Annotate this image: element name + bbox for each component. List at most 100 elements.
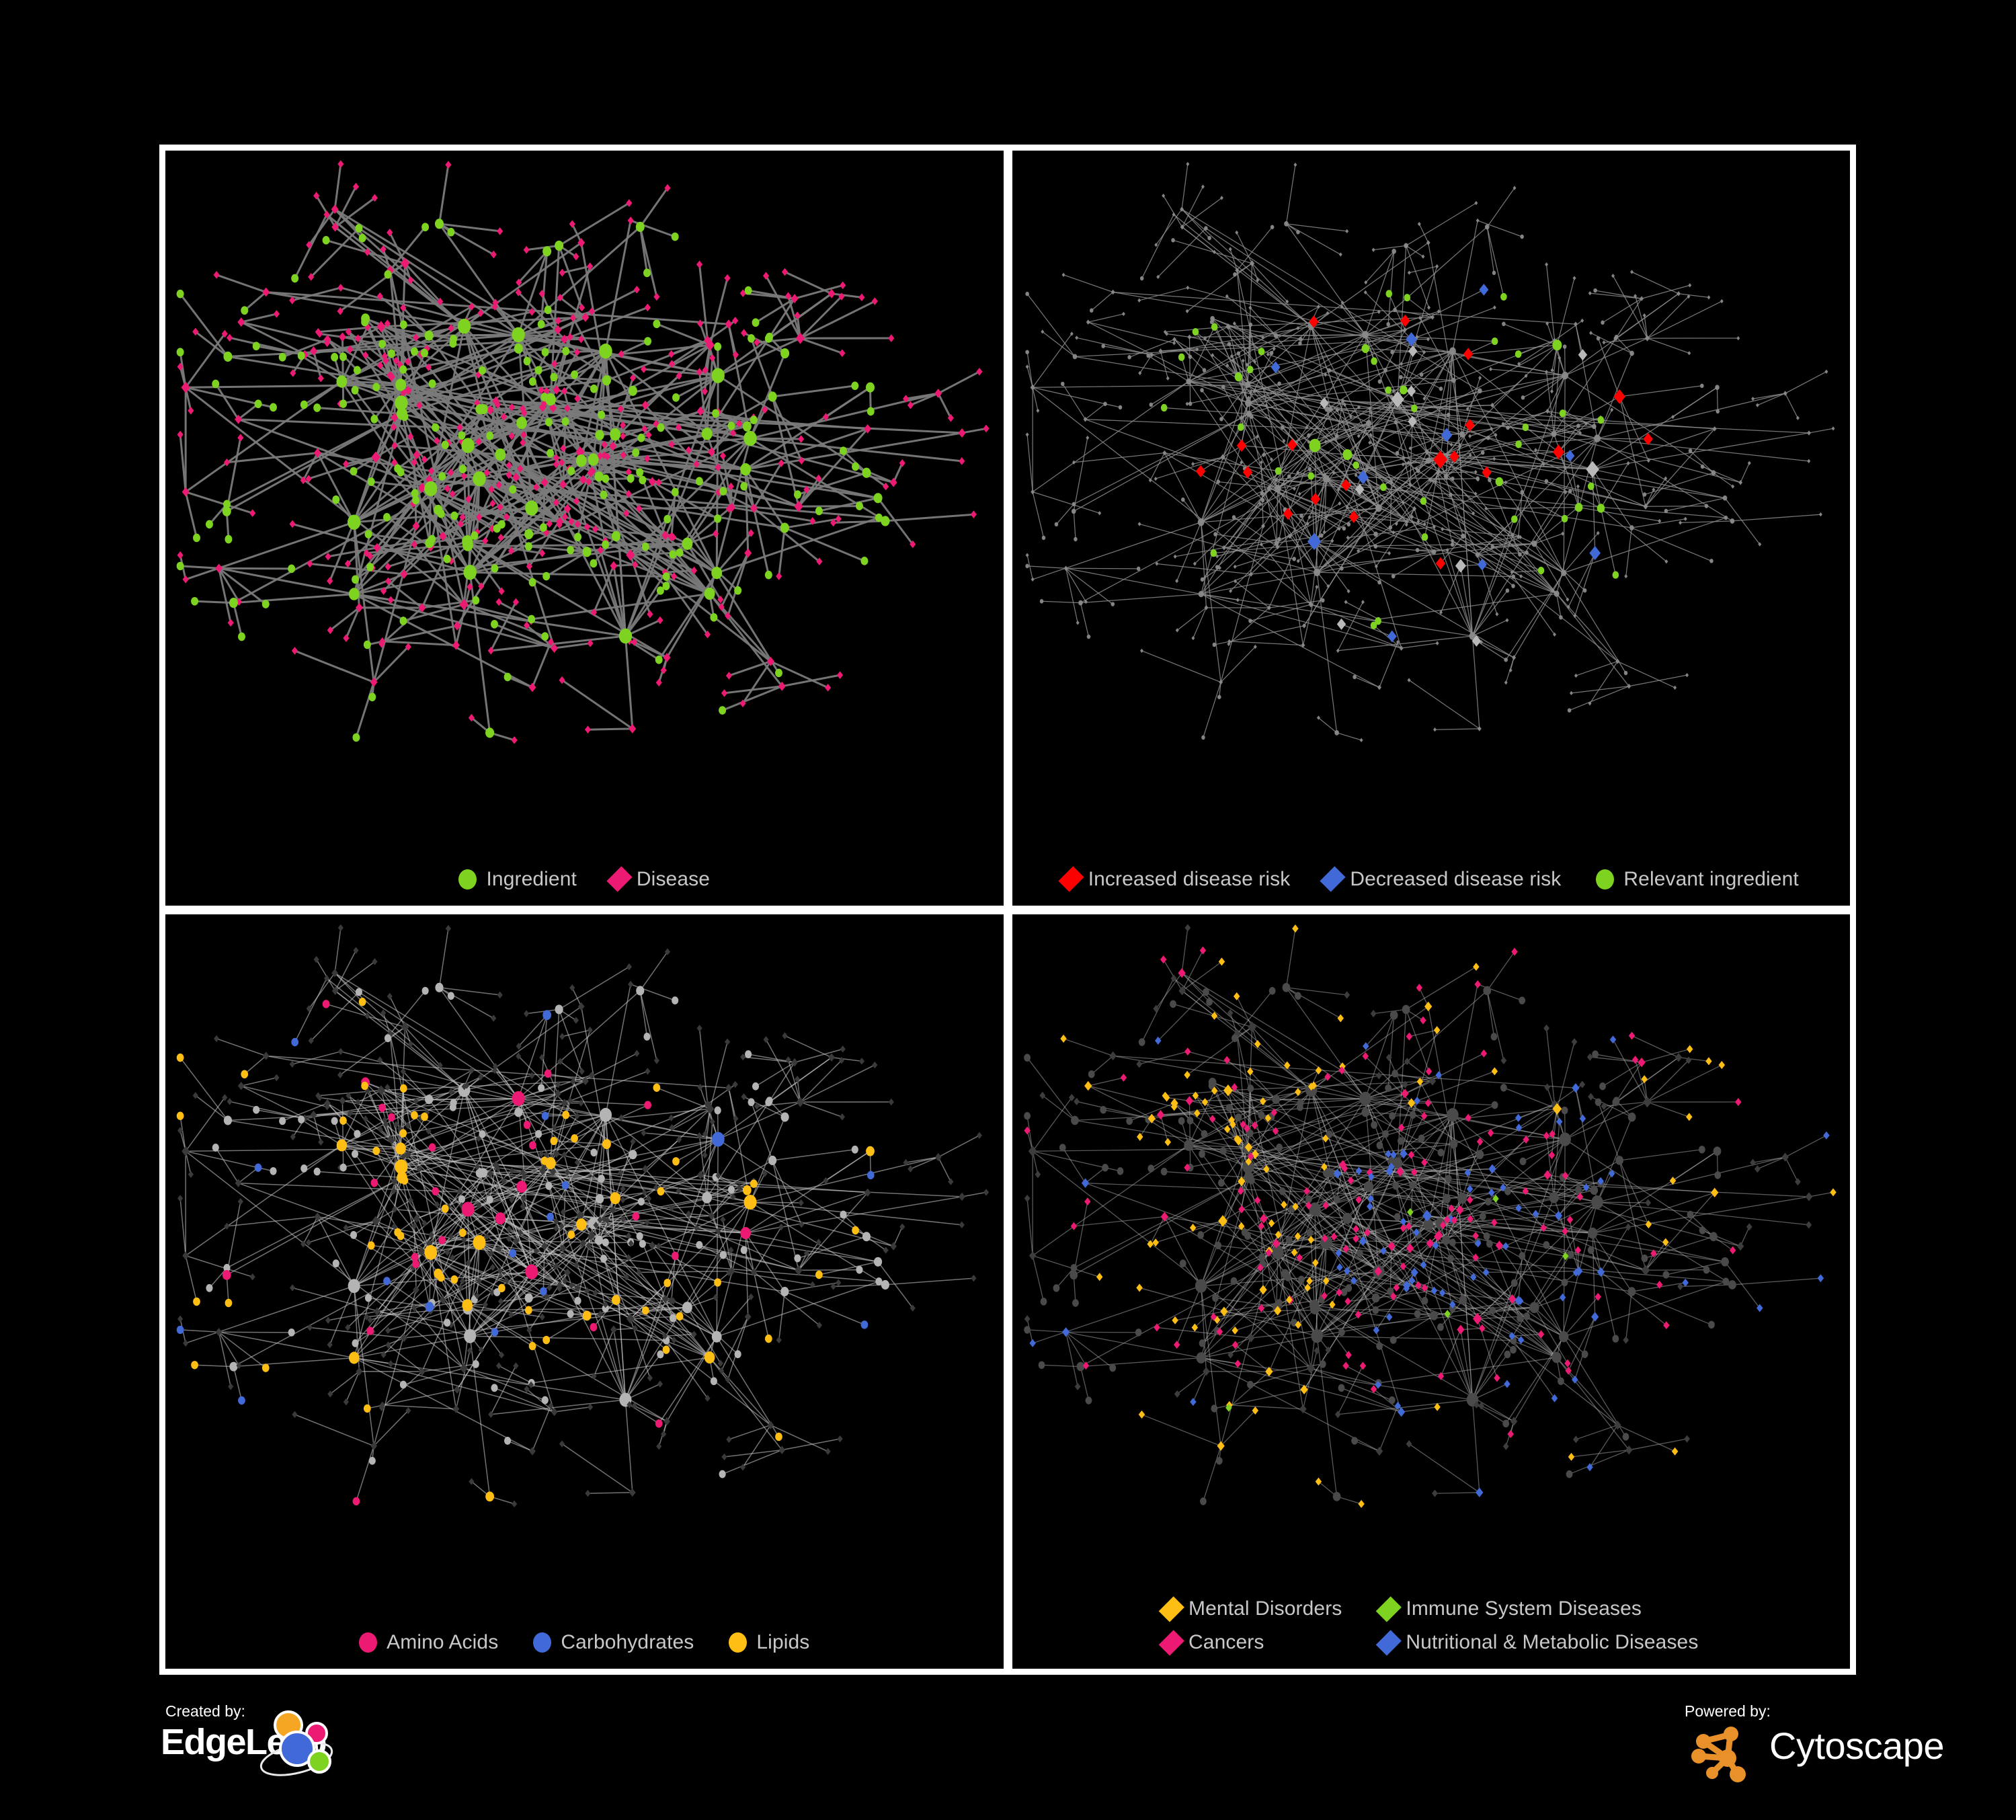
graph-node[interactable]	[1185, 378, 1191, 385]
graph-node[interactable]	[343, 1398, 349, 1405]
graph-node[interactable]	[1259, 1097, 1266, 1105]
graph-node[interactable]	[467, 1347, 473, 1354]
graph-node[interactable]	[393, 356, 399, 365]
graph-node[interactable]	[337, 1071, 344, 1078]
graph-node[interactable]	[825, 683, 832, 692]
graph-node[interactable]	[1437, 469, 1441, 474]
graph-node[interactable]	[1152, 1004, 1159, 1013]
graph-node[interactable]	[1490, 402, 1494, 408]
graph-node[interactable]	[598, 410, 606, 420]
graph-node[interactable]	[1650, 1249, 1657, 1257]
graph-node[interactable]	[1718, 1060, 1725, 1069]
graph-node[interactable]	[544, 1069, 552, 1078]
graph-node[interactable]	[380, 245, 387, 253]
graph-node[interactable]	[506, 471, 512, 479]
graph-node[interactable]	[1297, 491, 1301, 496]
graph-node[interactable]	[1460, 533, 1465, 539]
graph-node[interactable]	[376, 292, 383, 301]
graph-node[interactable]	[581, 312, 590, 322]
graph-node[interactable]	[400, 569, 408, 579]
graph-node[interactable]	[1626, 461, 1630, 466]
graph-node[interactable]	[663, 514, 672, 524]
graph-node[interactable]	[1236, 598, 1240, 602]
graph-node[interactable]	[1629, 525, 1634, 530]
graph-node[interactable]	[1490, 1218, 1497, 1226]
graph-node[interactable]	[331, 1116, 338, 1125]
graph-node[interactable]	[612, 1294, 620, 1305]
graph-node[interactable]	[254, 1163, 262, 1172]
graph-node[interactable]	[1248, 571, 1253, 577]
graph-node[interactable]	[719, 452, 727, 460]
graph-node[interactable]	[1445, 454, 1449, 459]
graph-node[interactable]	[1463, 1168, 1471, 1177]
graph-node[interactable]	[1193, 1109, 1200, 1117]
graph-node[interactable]	[1031, 577, 1035, 582]
graph-node[interactable]	[529, 1446, 536, 1456]
graph-node[interactable]	[660, 666, 667, 674]
graph-node[interactable]	[579, 1067, 585, 1075]
graph-node[interactable]	[1374, 1266, 1382, 1276]
graph-node[interactable]	[708, 1211, 715, 1220]
graph-node[interactable]	[1352, 461, 1359, 469]
graph-node[interactable]	[1326, 584, 1330, 589]
graph-node[interactable]	[628, 385, 637, 396]
graph-node[interactable]	[1568, 489, 1572, 493]
graph-node[interactable]	[177, 1126, 184, 1134]
graph-node[interactable]	[636, 1268, 642, 1276]
graph-node[interactable]	[629, 1149, 637, 1159]
graph-node[interactable]	[719, 487, 727, 496]
graph-node[interactable]	[1450, 476, 1455, 481]
graph-node[interactable]	[1685, 1112, 1693, 1121]
graph-node[interactable]	[1529, 1301, 1539, 1313]
graph-node[interactable]	[890, 1241, 897, 1251]
graph-node[interactable]	[450, 334, 458, 344]
graph-node[interactable]	[1308, 438, 1321, 452]
graph-node[interactable]	[1576, 424, 1580, 428]
graph-node[interactable]	[1431, 1489, 1438, 1497]
graph-node[interactable]	[1477, 388, 1482, 394]
graph-node[interactable]	[596, 1193, 604, 1203]
graph-node[interactable]	[1249, 260, 1254, 267]
graph-node[interactable]	[1724, 515, 1728, 520]
graph-node[interactable]	[238, 1396, 245, 1404]
graph-node[interactable]	[1214, 1241, 1221, 1249]
graph-node[interactable]	[411, 1111, 418, 1119]
graph-node[interactable]	[643, 1032, 651, 1041]
graph-node[interactable]	[970, 510, 977, 519]
graph-node[interactable]	[1645, 1220, 1652, 1228]
graph-node[interactable]	[780, 1111, 789, 1122]
graph-node[interactable]	[1515, 1113, 1521, 1122]
graph-node[interactable]	[387, 1029, 394, 1038]
graph-node[interactable]	[815, 474, 822, 483]
graph-node[interactable]	[907, 401, 914, 409]
graph-node[interactable]	[742, 1185, 752, 1195]
graph-node[interactable]	[506, 1234, 512, 1242]
graph-node[interactable]	[457, 319, 471, 334]
graph-node[interactable]	[934, 1152, 942, 1161]
graph-node[interactable]	[1491, 1066, 1498, 1075]
graph-node[interactable]	[520, 431, 527, 439]
graph-node[interactable]	[1272, 346, 1276, 351]
graph-node[interactable]	[1202, 988, 1209, 996]
graph-node[interactable]	[1198, 1150, 1205, 1158]
graph-node[interactable]	[620, 1185, 626, 1193]
graph-node[interactable]	[1613, 389, 1625, 404]
graph-node[interactable]	[1519, 1157, 1526, 1165]
graph-node[interactable]	[775, 668, 782, 678]
graph-node[interactable]	[1041, 535, 1045, 541]
graph-node[interactable]	[1088, 1070, 1095, 1078]
graph-node[interactable]	[223, 458, 231, 467]
graph-node[interactable]	[1657, 518, 1661, 524]
graph-node[interactable]	[1234, 1113, 1242, 1121]
graph-node[interactable]	[444, 1318, 451, 1327]
graph-node[interactable]	[1223, 1125, 1230, 1134]
graph-node[interactable]	[1387, 551, 1391, 556]
graph-node[interactable]	[1542, 1240, 1549, 1249]
graph-node[interactable]	[407, 1040, 413, 1047]
graph-node[interactable]	[1559, 409, 1566, 418]
graph-node[interactable]	[740, 1226, 751, 1239]
graph-node[interactable]	[1642, 1096, 1652, 1107]
graph-node[interactable]	[229, 598, 238, 608]
graph-node[interactable]	[1169, 1000, 1176, 1008]
graph-node[interactable]	[1356, 1249, 1363, 1257]
